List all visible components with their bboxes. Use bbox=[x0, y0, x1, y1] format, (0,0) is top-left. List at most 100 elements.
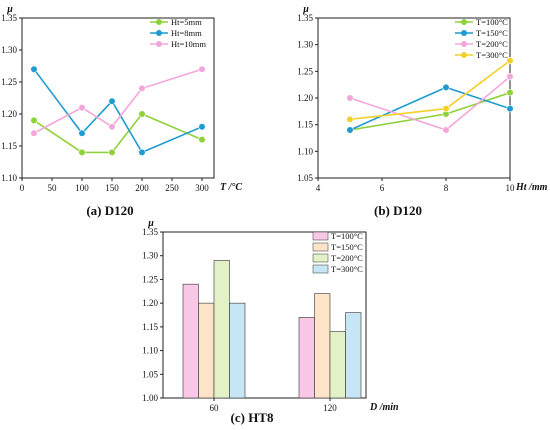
series-line bbox=[33, 68, 203, 134]
data-point bbox=[506, 73, 514, 81]
legend-marker bbox=[461, 30, 467, 36]
y-tick-label: 1.35 bbox=[297, 13, 313, 23]
legend-label: Ht=10mm bbox=[171, 39, 206, 49]
y-tick-label: 1.30 bbox=[1, 45, 17, 55]
legend-swatch bbox=[312, 242, 329, 252]
data-point bbox=[30, 65, 38, 73]
y-tick-label: 1.25 bbox=[1, 77, 17, 87]
y-tick-label: 1.20 bbox=[297, 93, 313, 103]
x-tick-label: 8 bbox=[444, 183, 449, 193]
bar bbox=[182, 283, 199, 399]
y-tick-label: 1.05 bbox=[297, 173, 313, 183]
plot-frame bbox=[21, 17, 215, 179]
data-point bbox=[138, 110, 146, 118]
x-tick-label: 150 bbox=[105, 183, 119, 193]
chart-caption: (b) D120 bbox=[374, 203, 422, 218]
x-axis-label: T /°C bbox=[220, 182, 242, 193]
bar bbox=[229, 302, 246, 399]
x-tick-label: 4 bbox=[316, 183, 321, 193]
legend-label: T=300°C bbox=[331, 264, 363, 274]
data-point bbox=[138, 148, 146, 156]
y-tick-label: 1.20 bbox=[1, 109, 17, 119]
x-tick-label: 6 bbox=[380, 183, 385, 193]
x-axis-label: D /min bbox=[369, 402, 399, 413]
x-axis-label: Ht /mm bbox=[515, 182, 548, 193]
y-tick-label: 1.10 bbox=[1, 173, 17, 183]
data-point bbox=[506, 105, 514, 113]
data-point bbox=[198, 123, 206, 131]
chart-caption: (a) D120 bbox=[86, 203, 133, 218]
bar bbox=[314, 293, 331, 399]
y-tick-label: 1.10 bbox=[142, 346, 158, 356]
legend-label: T=100°C bbox=[331, 231, 363, 241]
x-tick-label: 100 bbox=[75, 183, 89, 193]
data-point bbox=[346, 94, 354, 102]
y-axis-label: μ bbox=[302, 4, 309, 15]
series-line bbox=[33, 68, 203, 154]
legend-marker bbox=[461, 41, 467, 47]
legend-label: T=300°C bbox=[476, 50, 508, 60]
data-point bbox=[198, 136, 206, 144]
y-tick-label: 1.10 bbox=[297, 146, 313, 156]
y-tick-label: 1.25 bbox=[297, 66, 313, 76]
bar bbox=[345, 312, 362, 399]
y-axis-label: μ bbox=[6, 4, 13, 15]
legend-marker bbox=[461, 19, 467, 25]
x-tick-label: 300 bbox=[195, 183, 209, 193]
data-point bbox=[108, 148, 116, 156]
legend-label: Ht=5mm bbox=[171, 17, 202, 27]
x-tick-label: 120 bbox=[323, 403, 337, 413]
y-tick-label: 1.20 bbox=[142, 298, 158, 308]
data-point bbox=[506, 57, 514, 65]
data-point bbox=[108, 123, 116, 131]
plot-frame bbox=[162, 231, 367, 399]
bar bbox=[298, 317, 315, 399]
y-tick-label: 1.05 bbox=[142, 369, 158, 379]
legend-label: Ht=8mm bbox=[171, 28, 202, 38]
legend-label: T=150°C bbox=[331, 242, 363, 252]
y-tick-label: 1.00 bbox=[142, 393, 158, 403]
data-point bbox=[30, 116, 38, 124]
legend-marker bbox=[156, 41, 162, 47]
x-tick-label: 60 bbox=[210, 403, 220, 413]
legend-label: T=200°C bbox=[476, 39, 508, 49]
y-tick-label: 1.35 bbox=[1, 13, 17, 23]
bar bbox=[329, 331, 346, 399]
data-point bbox=[78, 148, 86, 156]
bar bbox=[198, 302, 215, 399]
legend-swatch bbox=[312, 264, 329, 274]
series-line bbox=[349, 60, 511, 121]
data-point bbox=[78, 103, 86, 112]
series-line bbox=[349, 86, 511, 131]
data-point bbox=[506, 89, 514, 97]
chart-3: 1.00 1.05 1.10 1.15 1.20 1.25 1.30 1.35μ 60 120 T=… bbox=[142, 218, 399, 425]
legend-marker bbox=[156, 19, 162, 25]
chart-1: 1.10 1.15 1.20 1.25 1.30 1.35μ 0 50 100 150 200 250… bbox=[1, 4, 242, 218]
x-tick-label: 200 bbox=[135, 183, 149, 193]
legend-marker bbox=[461, 52, 467, 58]
y-tick-label: 1.35 bbox=[142, 227, 158, 237]
y-tick-label: 1.15 bbox=[1, 141, 17, 151]
y-tick-label: 1.25 bbox=[142, 274, 158, 284]
y-tick-label: 1.30 bbox=[142, 251, 158, 261]
y-tick-label: 1.30 bbox=[297, 40, 313, 50]
data-point bbox=[198, 65, 206, 73]
legend-label: T=100°C bbox=[476, 17, 508, 27]
data-point bbox=[30, 129, 38, 137]
legend-swatch bbox=[312, 231, 329, 241]
data-point bbox=[346, 126, 354, 134]
data-point bbox=[78, 129, 86, 137]
y-tick-label: 1.15 bbox=[142, 322, 158, 332]
x-tick-label: 10 bbox=[506, 183, 516, 193]
legend-swatch bbox=[312, 253, 329, 263]
series-line bbox=[349, 76, 511, 131]
legend-marker bbox=[156, 30, 162, 36]
data-point bbox=[442, 105, 450, 113]
data-point bbox=[442, 126, 450, 134]
y-axis-label: μ bbox=[147, 218, 154, 229]
x-tick-label: 0 bbox=[20, 183, 25, 193]
bar bbox=[213, 260, 230, 399]
data-point bbox=[442, 83, 450, 91]
data-point bbox=[346, 115, 354, 123]
